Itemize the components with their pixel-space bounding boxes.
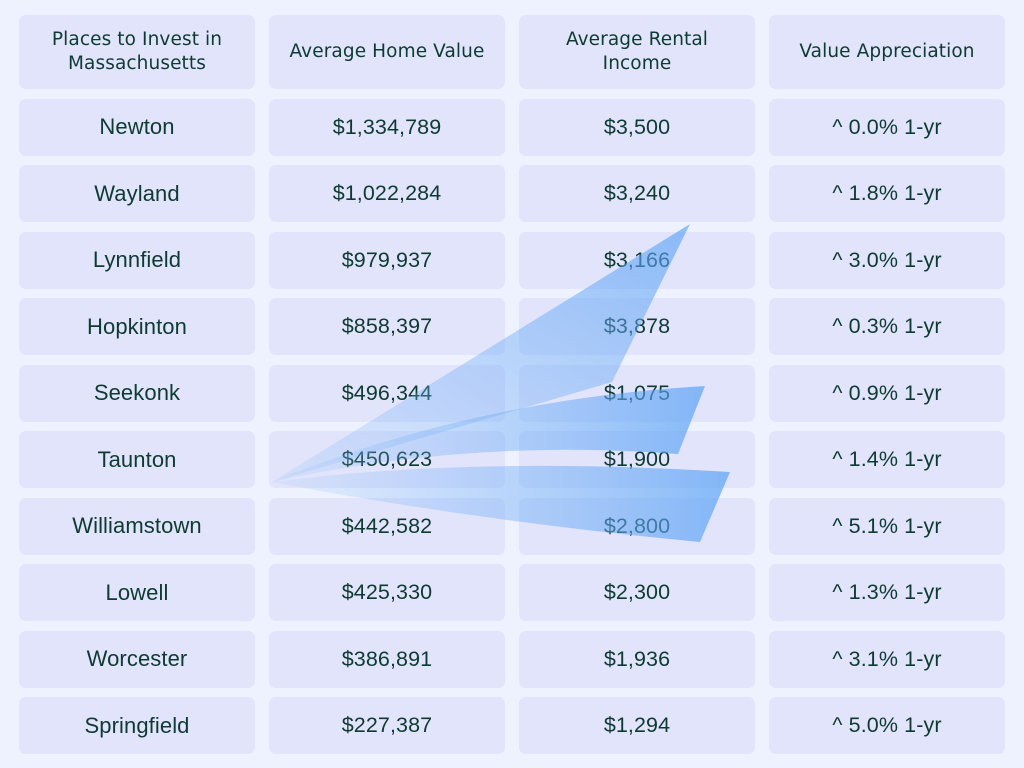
rental-income-cell: $1,294: [519, 697, 755, 754]
home-value-cell: $496,344: [269, 364, 505, 422]
home-value-cell: $858,397: [269, 298, 505, 355]
header-places: Places to Invest in Massachusetts: [19, 15, 255, 89]
place-cell: Worcester: [19, 630, 255, 688]
header-rental-income: Average Rental Income: [519, 15, 755, 89]
place-cell: Springfield: [19, 697, 255, 754]
home-value-cell: $1,334,789: [269, 98, 505, 156]
header-home-value: Average Home Value: [269, 15, 505, 89]
home-value-cell: $450,623: [269, 431, 505, 488]
appreciation-cell: ^ 3.1% 1-yr: [769, 630, 1005, 688]
home-value-cell: $1,022,284: [269, 165, 505, 222]
appreciation-cell: ^ 1.8% 1-yr: [769, 165, 1005, 222]
place-cell: Seekonk: [19, 364, 255, 422]
appreciation-cell: ^ 1.3% 1-yr: [769, 564, 1005, 621]
home-value-cell: $386,891: [269, 630, 505, 688]
place-cell: Wayland: [19, 165, 255, 222]
rental-income-cell: $1,075: [519, 364, 755, 422]
header-appreciation: Value Appreciation: [769, 15, 1005, 89]
rental-income-cell: $3,240: [519, 165, 755, 222]
investment-table: Places to Invest in Massachusetts Averag…: [19, 15, 1005, 754]
rental-income-cell: $2,300: [519, 564, 755, 621]
rental-income-cell: $3,500: [519, 98, 755, 156]
appreciation-cell: ^ 5.0% 1-yr: [769, 697, 1005, 754]
rental-income-cell: $2,800: [519, 497, 755, 555]
rental-income-cell: $1,936: [519, 630, 755, 688]
appreciation-cell: ^ 5.1% 1-yr: [769, 497, 1005, 555]
appreciation-cell: ^ 0.3% 1-yr: [769, 298, 1005, 355]
place-cell: Williamstown: [19, 497, 255, 555]
place-cell: Lowell: [19, 564, 255, 621]
appreciation-cell: ^ 0.0% 1-yr: [769, 98, 1005, 156]
home-value-cell: $425,330: [269, 564, 505, 621]
place-cell: Hopkinton: [19, 298, 255, 355]
home-value-cell: $979,937: [269, 231, 505, 289]
home-value-cell: $442,582: [269, 497, 505, 555]
appreciation-cell: ^ 3.0% 1-yr: [769, 231, 1005, 289]
place-cell: Newton: [19, 98, 255, 156]
rental-income-cell: $3,166: [519, 231, 755, 289]
home-value-cell: $227,387: [269, 697, 505, 754]
rental-income-cell: $3,878: [519, 298, 755, 355]
place-cell: Lynnfield: [19, 231, 255, 289]
appreciation-cell: ^ 1.4% 1-yr: [769, 431, 1005, 488]
rental-income-cell: $1,900: [519, 431, 755, 488]
appreciation-cell: ^ 0.9% 1-yr: [769, 364, 1005, 422]
place-cell: Taunton: [19, 431, 255, 488]
